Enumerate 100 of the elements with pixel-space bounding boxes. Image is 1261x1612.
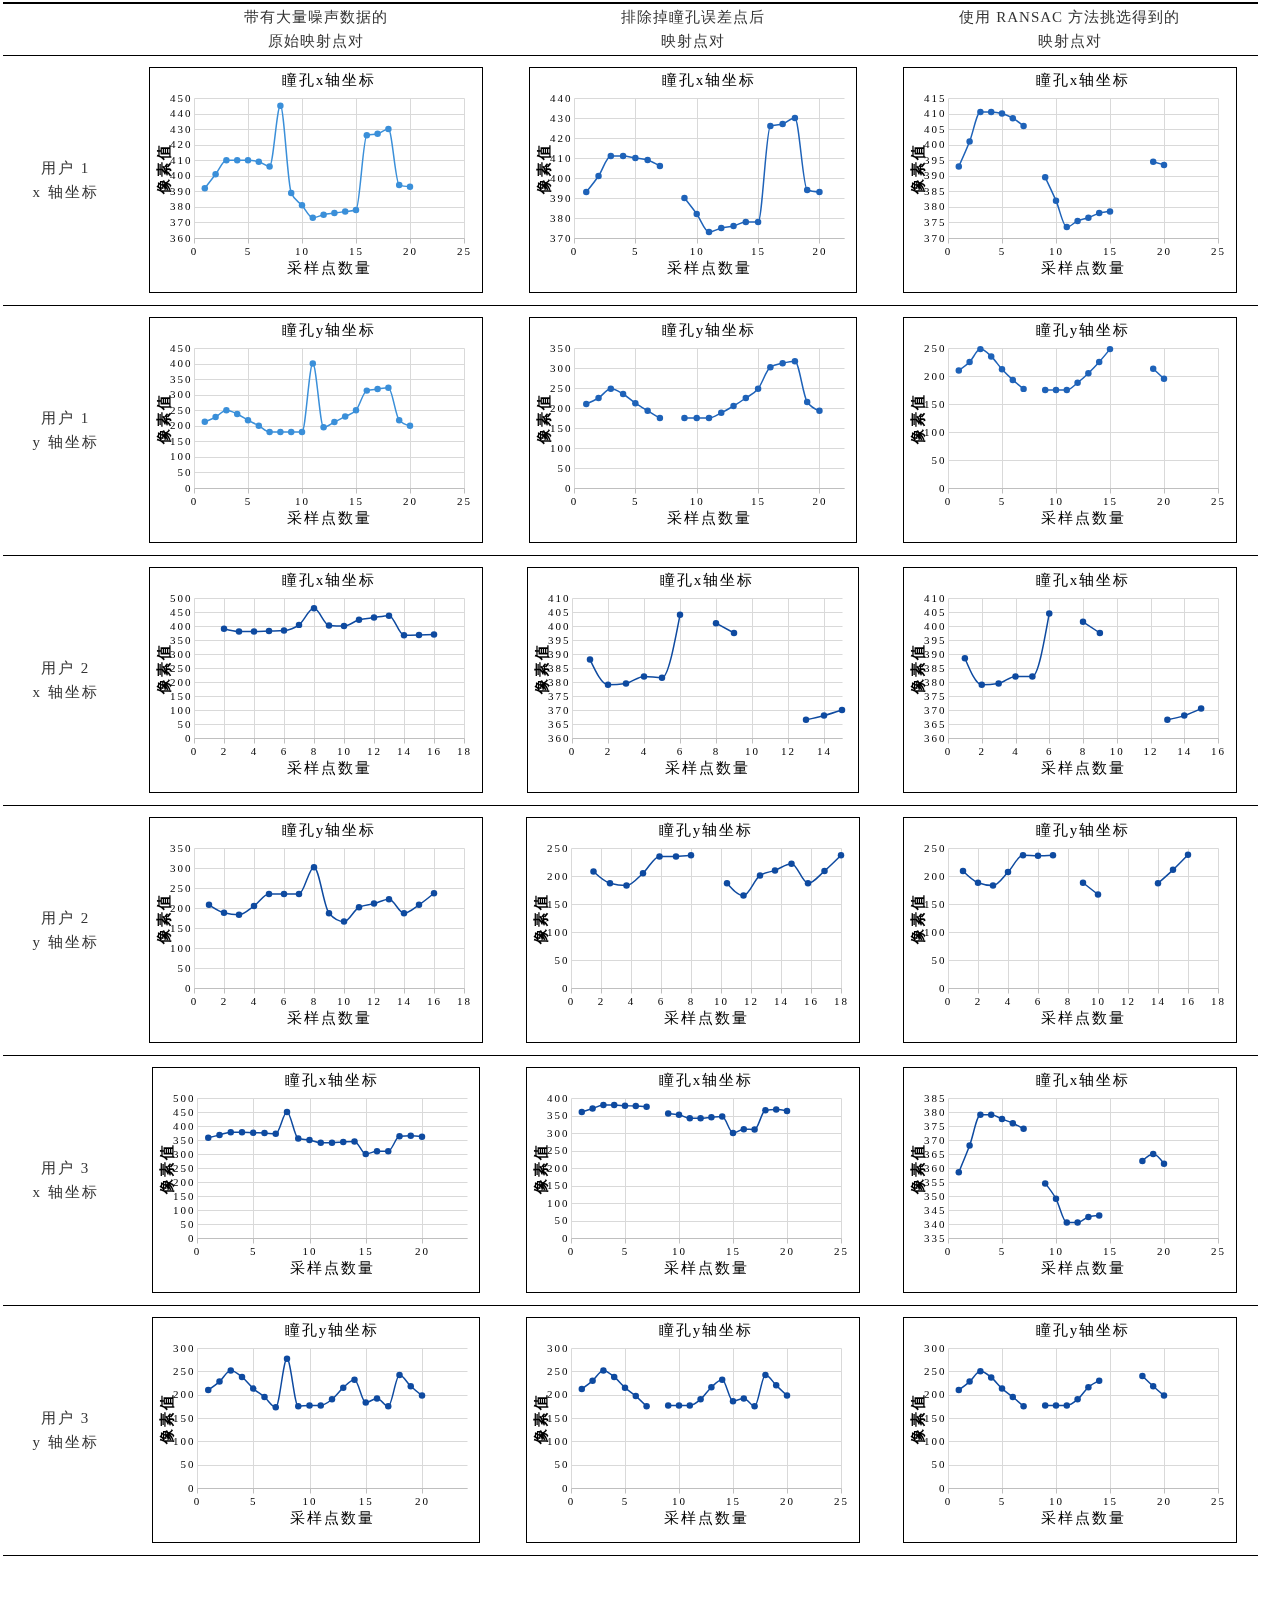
point	[266, 163, 274, 170]
point	[639, 869, 647, 877]
x-tick-label: 2	[221, 744, 229, 757]
point	[740, 1395, 748, 1402]
point	[664, 1402, 672, 1409]
x-axis-title: 采样点数量	[1040, 1009, 1126, 1026]
point	[675, 1111, 683, 1119]
y-tick-label: 200	[546, 869, 570, 882]
point	[751, 1126, 758, 1133]
point	[729, 1129, 737, 1137]
x-tick-label: 5	[621, 1244, 630, 1257]
point	[317, 1139, 325, 1147]
x-tick-label: 15	[349, 494, 365, 507]
point	[277, 102, 284, 110]
point	[374, 385, 382, 393]
x-axis-title: 采样点数量	[666, 509, 752, 526]
point	[1095, 1377, 1103, 1384]
point	[632, 1102, 640, 1110]
point	[783, 1107, 791, 1115]
x-tick-label: 5	[998, 1494, 1006, 1507]
point	[1084, 369, 1092, 377]
y-tick-label: 350	[170, 372, 193, 385]
x-tick-label: 10	[1048, 1244, 1064, 1257]
x-tick-label: 16	[427, 994, 443, 1007]
y-tick-label: 300	[173, 1147, 196, 1160]
chart-title: 瞳孔x轴坐标	[1035, 72, 1130, 88]
point	[326, 909, 333, 917]
y-axis-title: 像素值	[156, 893, 173, 945]
y-tick-label: 300	[170, 647, 193, 660]
point	[401, 632, 408, 639]
y-tick-label: 450	[170, 341, 193, 354]
x-axis-title: 采样点数量	[290, 1509, 376, 1526]
point	[255, 158, 263, 166]
y-tick-label: 370	[549, 231, 573, 244]
point	[1041, 174, 1049, 181]
y-tick-label: 100	[549, 441, 573, 454]
point	[803, 398, 811, 406]
y-tick-label: 250	[173, 1364, 196, 1377]
x-tick-label: 12	[367, 744, 383, 757]
point	[955, 1168, 962, 1176]
point	[216, 1378, 224, 1385]
y-tick-label: 250	[923, 341, 947, 354]
point	[227, 1367, 235, 1374]
x-tick-label: 18	[833, 994, 849, 1007]
point	[396, 416, 403, 424]
x-tick-label: 20	[779, 1494, 795, 1507]
point	[987, 353, 995, 360]
y-tick-label: 440	[170, 107, 193, 120]
x-tick-label: 15	[349, 244, 365, 257]
x-tick-label: 25	[833, 1244, 849, 1257]
point	[320, 424, 328, 431]
point	[281, 627, 288, 634]
x-tick-label: 15	[359, 1244, 375, 1257]
y-tick-label: 300	[173, 1341, 196, 1354]
point	[419, 1133, 426, 1140]
point	[705, 414, 713, 422]
point	[1074, 1219, 1081, 1226]
point	[239, 1128, 246, 1136]
y-tick-label: 440	[549, 91, 573, 104]
y-tick-label: 0	[561, 981, 570, 994]
y-tick-label: 250	[170, 661, 193, 674]
x-tick-label: 2	[978, 744, 986, 757]
point	[989, 882, 996, 889]
y-tick-label: 500	[173, 1091, 196, 1104]
y-tick-label: 395	[923, 633, 947, 646]
point	[385, 125, 392, 133]
point	[966, 1378, 973, 1385]
y-tick-label: 150	[170, 434, 193, 447]
y-tick-label: 410	[923, 591, 947, 604]
point	[987, 1374, 995, 1381]
point	[693, 414, 700, 422]
point	[686, 1402, 694, 1409]
point	[838, 706, 846, 714]
y-tick-label: 350	[173, 1133, 196, 1146]
point	[1169, 866, 1176, 874]
point	[351, 1376, 359, 1383]
point	[693, 210, 700, 218]
point	[356, 903, 363, 911]
x-tick-label: 4	[1011, 744, 1020, 757]
x-tick-label: 15	[751, 244, 767, 257]
x-tick-label: 12	[1143, 744, 1159, 757]
point	[340, 1384, 347, 1391]
point	[284, 1108, 291, 1116]
y-tick-label: 200	[173, 1388, 196, 1401]
x-axis-title: 采样点数量	[664, 759, 750, 776]
y-tick-label: 395	[547, 633, 571, 646]
x-tick-label: 10	[1048, 494, 1064, 507]
point	[288, 428, 295, 436]
point	[1074, 379, 1081, 386]
point	[1009, 376, 1016, 384]
point	[791, 114, 799, 122]
point	[1079, 618, 1086, 626]
point	[245, 416, 252, 424]
x-tick-label: 8	[311, 994, 319, 1007]
point	[762, 1107, 769, 1114]
y-tick-label: 0	[185, 481, 193, 494]
point	[643, 1103, 650, 1110]
point	[1079, 879, 1086, 886]
x-axis-title: 采样点数量	[1040, 509, 1126, 526]
point	[296, 621, 303, 629]
